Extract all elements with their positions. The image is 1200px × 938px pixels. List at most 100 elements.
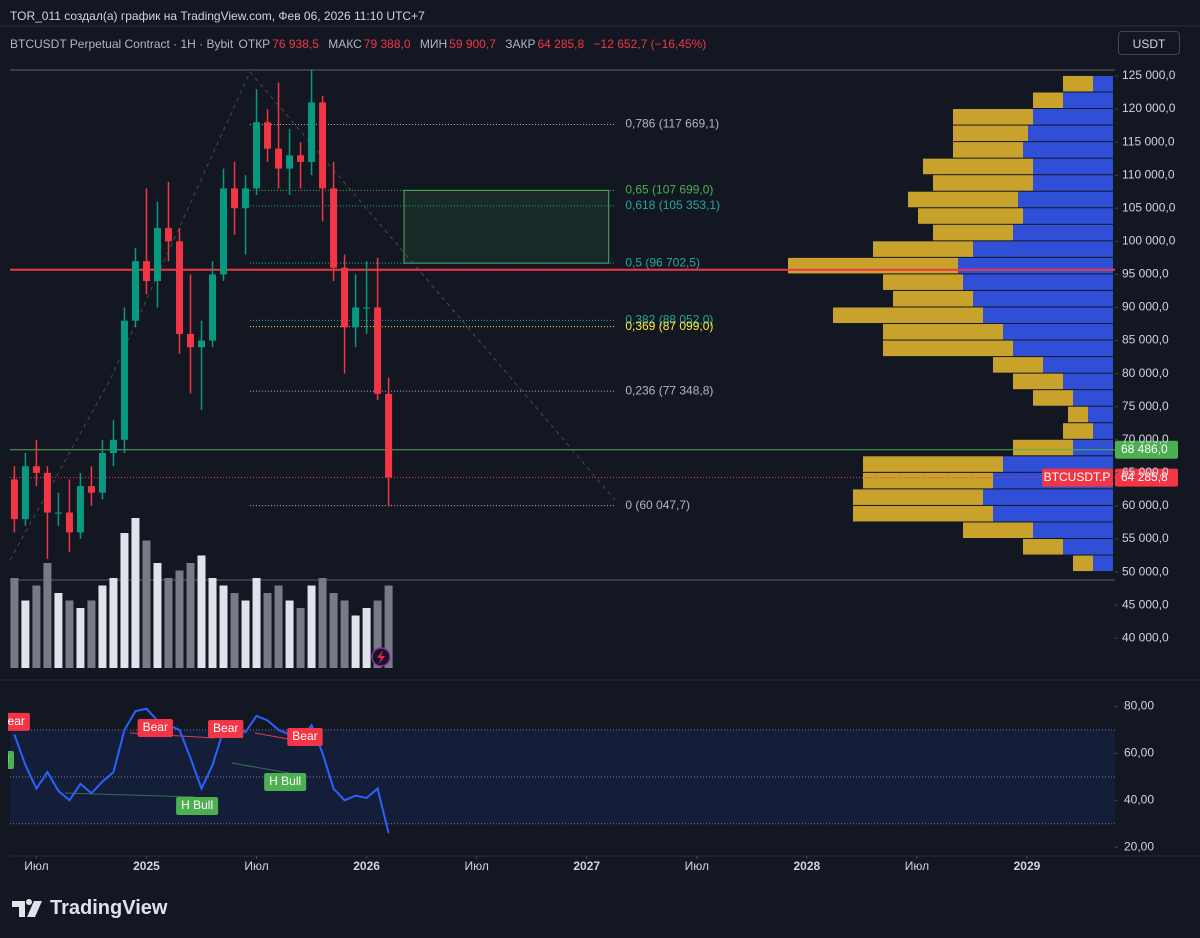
candle-body (286, 155, 294, 169)
y-tick-label: 65 000,0 (1122, 465, 1169, 479)
signal-box (287, 727, 323, 746)
author-line: TOR_011 создал(а) график на TradingView.… (10, 9, 425, 23)
profile-bar (853, 489, 983, 505)
rsi-tick-label: 20,00 (1124, 839, 1154, 853)
volume-bar (10, 578, 19, 668)
profile-bar (963, 522, 1033, 539)
y-tick-label: 85 000,0 (1122, 333, 1169, 347)
y-tick-label: 105 000,0 (1122, 200, 1176, 214)
price-pane: 0,786 (117 669,1) 0,65 (107 699,0)0,618 (… (10, 69, 1115, 668)
signal-tag: Bear (208, 719, 244, 738)
volume-bar (219, 585, 228, 668)
ohlc-value: 79 388,0 (363, 37, 411, 51)
volume-bar (87, 600, 96, 668)
signal-label: Bear (213, 721, 238, 735)
y-tick-label: 50 000,0 (1122, 564, 1169, 578)
candle-body (264, 122, 272, 149)
profile-bar (1003, 324, 1113, 340)
volume-bar (76, 608, 85, 668)
volume-bar (307, 585, 316, 668)
volume-bar (197, 555, 206, 668)
profile-bar (1073, 555, 1093, 572)
volume-bar (54, 593, 63, 668)
candle-body (198, 340, 206, 348)
signal-box (208, 719, 244, 738)
y-tick-label: 115 000,0 (1122, 134, 1175, 148)
volume-bar (32, 585, 41, 668)
x-tick-label: 2027 (573, 859, 600, 873)
profile-bar (1003, 456, 1113, 472)
profile-bar (883, 324, 1003, 340)
fib-label: 0 (60 047,7) (625, 498, 690, 512)
volume-bar (43, 563, 52, 668)
candle-body (10, 479, 18, 520)
candle-body (330, 188, 338, 268)
price-badge-label: 68 486,0 (1121, 442, 1168, 456)
x-tick-label: 2026 (353, 859, 380, 873)
candle-body (275, 148, 283, 169)
volume-bar (109, 578, 118, 668)
candle-body (54, 512, 62, 514)
profile-bar (1013, 224, 1113, 241)
y-tick-label: 110 000,0 (1122, 167, 1175, 181)
rsi-line (13, 707, 390, 834)
candle-body (87, 486, 95, 493)
fib-label: 0,618 (105 353,1) (625, 198, 720, 212)
currency-button[interactable]: USDT (1118, 31, 1180, 55)
fib-zone (403, 189, 610, 264)
y-tick-label: 100 000,0 (1122, 234, 1176, 248)
profile-bar (1018, 191, 1113, 208)
volume-bar (318, 578, 327, 668)
rsi-pane: Bear Bull Bear Bear Bear H Bull H Bull (0, 707, 1115, 834)
x-tick-label: Июл (905, 859, 929, 873)
fib-label: 0,786 (117 669,1) (625, 117, 719, 131)
candle-body (374, 307, 382, 394)
symbol: BTCUSDT Perpetual Contract · 1H · Bybit (10, 37, 234, 51)
candle-body (209, 274, 217, 341)
candle-body (231, 188, 239, 209)
candle-body (142, 261, 150, 282)
profile-bar (788, 257, 958, 274)
y-tick-label: 125 000,0 (1122, 68, 1176, 82)
volume-bar (362, 608, 371, 668)
signal-label: H Bull (181, 798, 213, 812)
profile-bar (1033, 109, 1113, 125)
fib-label: 0,5 (96 702,5) (625, 255, 700, 269)
profile-bar (1028, 125, 1113, 142)
y-tick-label: 55 000,0 (1122, 531, 1169, 545)
x-tick-label: Июл (685, 859, 709, 873)
profile-bar (1043, 357, 1113, 373)
brand: TradingView (50, 897, 168, 919)
candle-body (43, 472, 51, 513)
volume-bar (21, 600, 30, 668)
profile-bar (933, 224, 1013, 241)
volume-bar (384, 585, 393, 668)
profile-bar (1023, 539, 1063, 555)
profile-bar (1013, 439, 1073, 456)
symbol-badge-label: BTCUSDT.P (1044, 470, 1111, 484)
profile-bar (973, 290, 1113, 307)
signal-tag: Bear (8, 712, 30, 731)
profile-bar (993, 505, 1113, 522)
x-tick-label: Июл (464, 859, 488, 873)
volume-bar (175, 570, 184, 668)
candle-body (363, 307, 371, 309)
x-tick-label: 2028 (793, 859, 820, 873)
profile-bar (1093, 555, 1113, 572)
fib-label: 0,369 (87 099,0) (625, 319, 713, 333)
profile-bar (953, 142, 1023, 158)
profile-bar (893, 290, 973, 307)
ohlc-label: МИН (419, 37, 448, 51)
volume-bar (164, 578, 173, 668)
signal-label: Bull (0, 752, 9, 766)
candle-body (76, 486, 84, 533)
x-tick-label: 2025 (133, 859, 160, 873)
volume-bar (340, 600, 349, 668)
candle-body (98, 453, 106, 493)
profile-bar (1033, 92, 1063, 109)
profile-bar (923, 158, 1033, 175)
volume-bar (296, 608, 305, 668)
profile-bar (1073, 390, 1113, 406)
profile-bar (1093, 75, 1113, 92)
